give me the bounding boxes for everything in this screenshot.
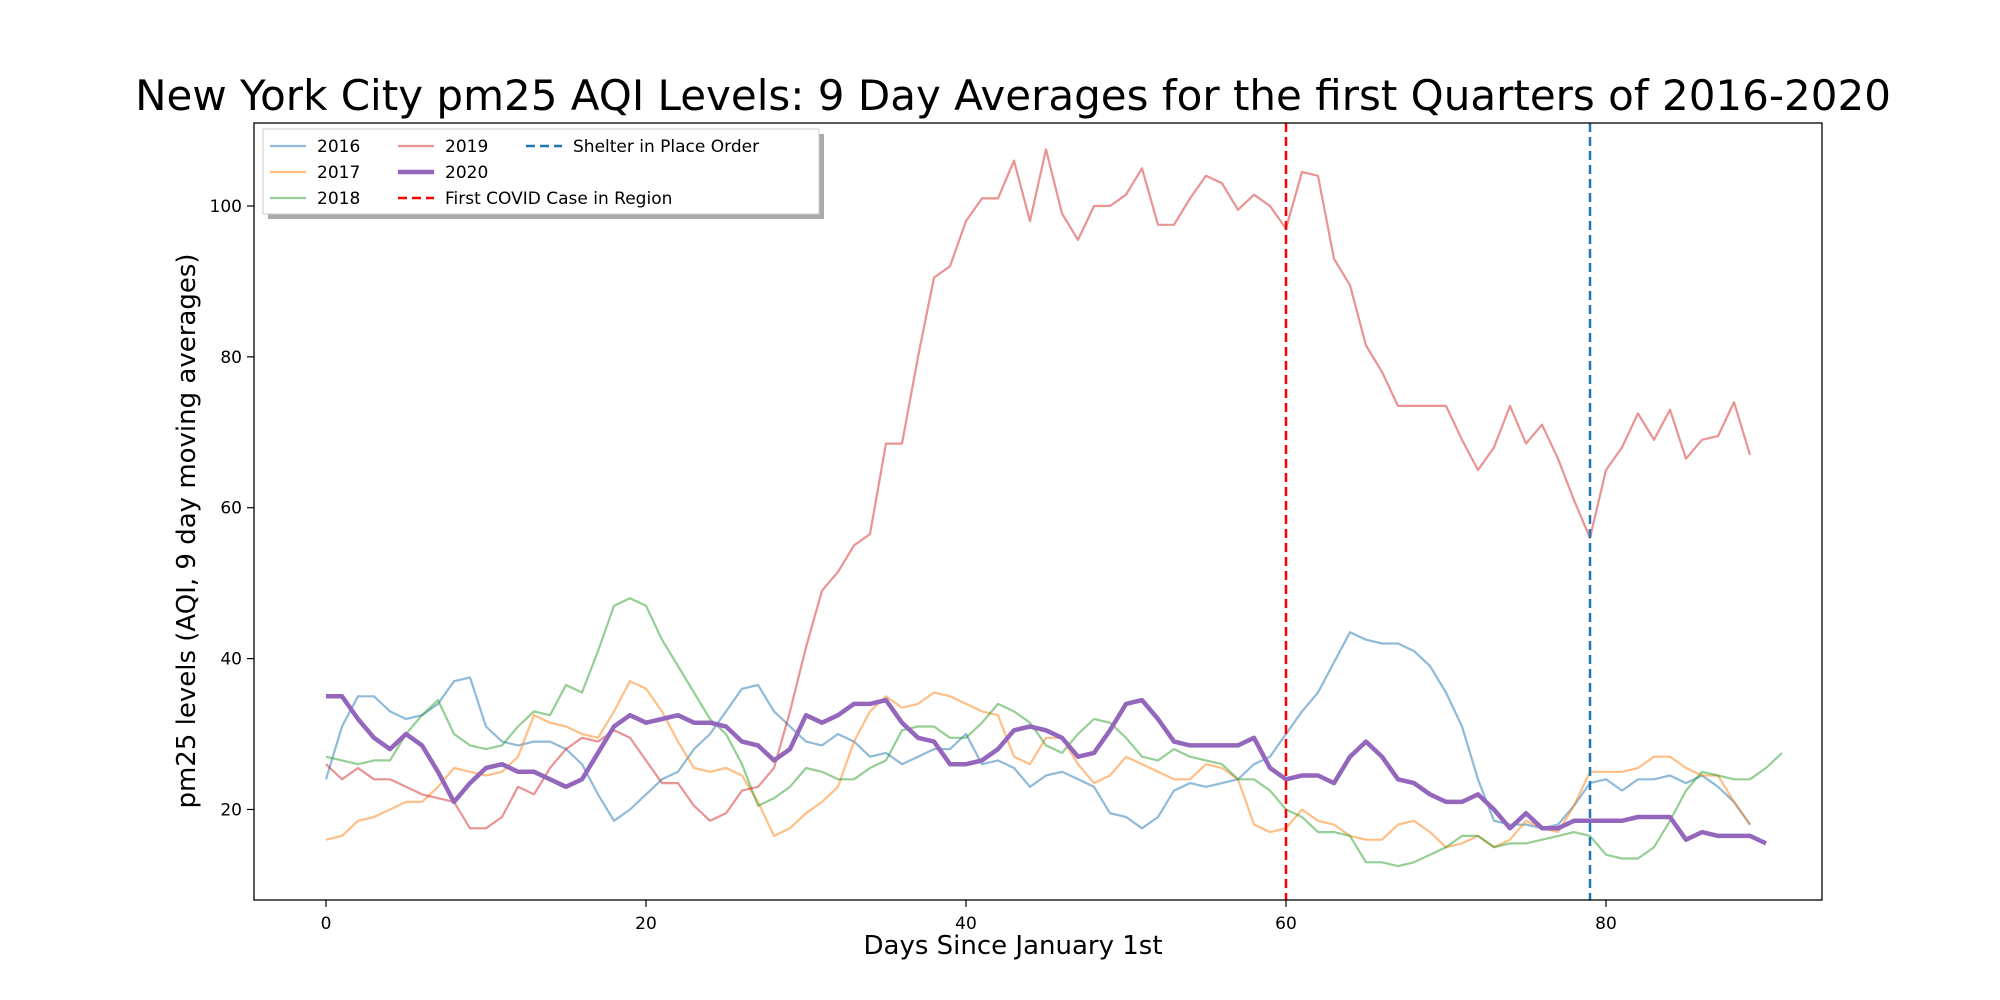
series-line-2019 — [325, 148, 1752, 830]
y-tick-label-0: 20 — [220, 800, 242, 820]
y-tick-label-4: 100 — [210, 197, 242, 217]
series-line-2018 — [325, 597, 1783, 868]
y-tick-label-2: 60 — [220, 499, 242, 519]
y-axis-label: pm25 levels (AQI, 9 day moving averages) — [172, 253, 202, 808]
x-tick-label-1: 20 — [635, 914, 657, 934]
x-tick-label-4: 80 — [1595, 914, 1617, 934]
series-line-2020 — [326, 694, 1767, 846]
plot-frame — [253, 122, 1823, 901]
x-axis-label: Days Since January 1st — [863, 931, 1162, 961]
x-tick-label-3: 60 — [1275, 914, 1297, 934]
legend-label-3: 2019 — [445, 137, 488, 157]
legend-label-0: 2016 — [317, 137, 360, 157]
legend-label-1: 2017 — [317, 163, 360, 183]
chart-title: New York City pm25 AQI Levels: 9 Day Ave… — [135, 71, 1891, 120]
legend-label-2: 2018 — [317, 189, 360, 209]
legend: 2016 2017 2018 2019 2020 First COVID Case in … — [262, 128, 824, 219]
legend-label-6: Shelter in Place Order — [573, 137, 759, 157]
y-tick-label-3: 80 — [220, 348, 242, 368]
plot-area: 0 20 40 60 80 20 40 60 80 100 — [210, 122, 1823, 934]
x-tick-label-2: 40 — [955, 914, 977, 934]
series-line-2017 — [325, 680, 1751, 849]
legend-box — [262, 128, 820, 215]
legend-label-4: 2020 — [445, 163, 488, 183]
x-tick-label-0: 0 — [321, 914, 332, 934]
legend-label-5: First COVID Case in Region — [445, 189, 672, 209]
y-tick-label-1: 40 — [220, 650, 242, 670]
